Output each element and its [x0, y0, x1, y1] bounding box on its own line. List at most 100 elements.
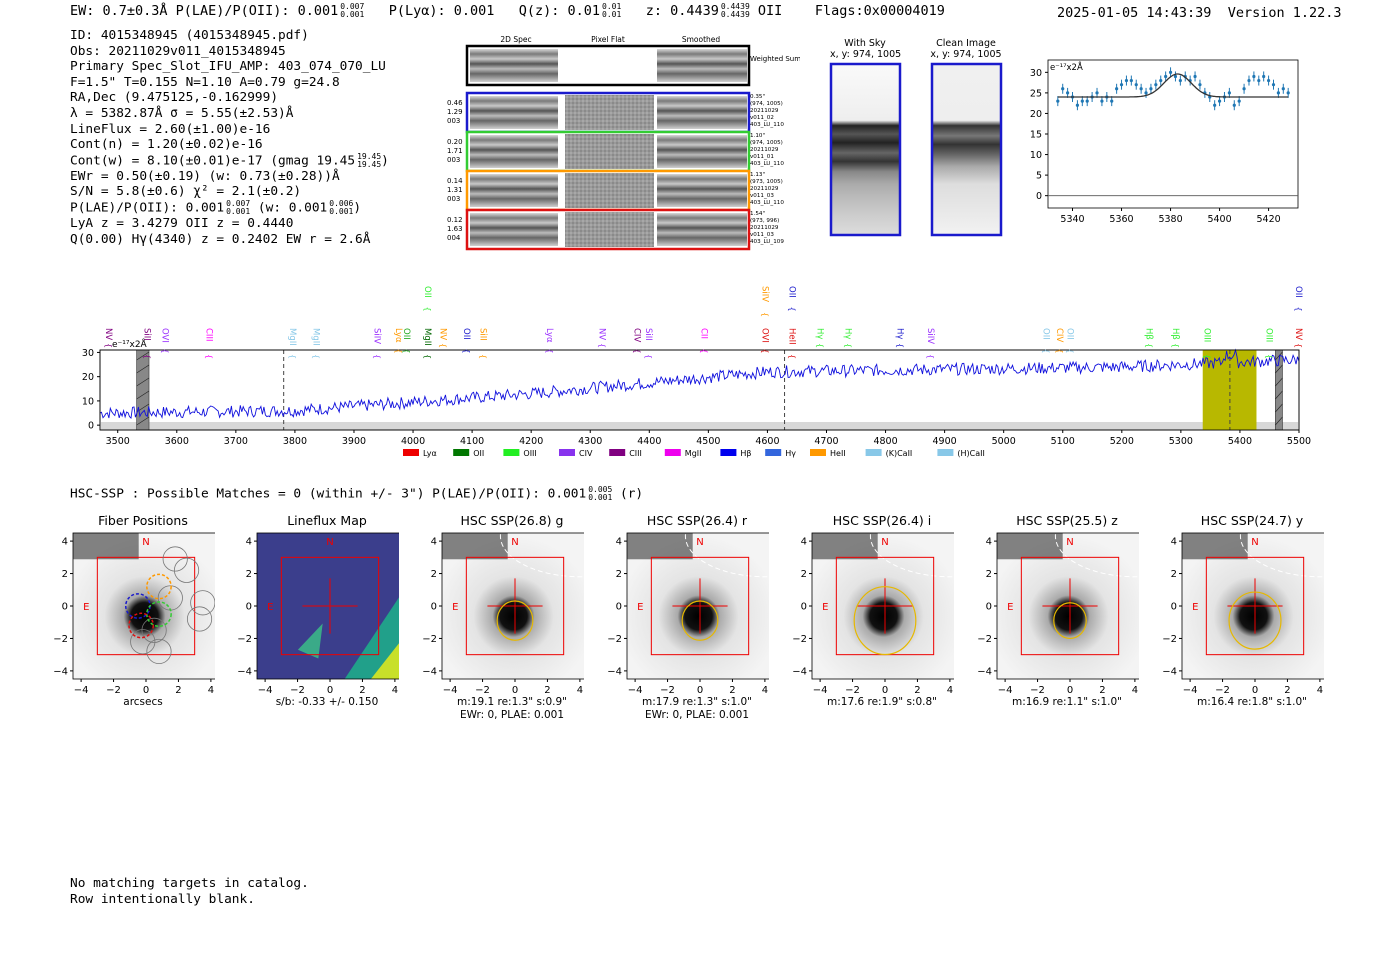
spectral-cutouts: 2D Spec Pixel Flat Smoothed Weighted Sum…	[447, 35, 800, 251]
zoom-data-point	[1262, 74, 1266, 79]
timestamp-version: 2025-01-05 14:43:39 Version 1.22.3	[1057, 5, 1342, 21]
spectrum-x-tick-label: 4000	[401, 436, 425, 447]
zoom-y-tick-label: 5	[1036, 171, 1042, 182]
east-label: E	[83, 602, 89, 613]
spectrum-line-brace: {	[1203, 354, 1212, 359]
spectrum-line-label: CIII	[203, 328, 213, 341]
zoom-data-point	[1164, 74, 1168, 79]
legend-swatch	[720, 449, 737, 456]
cutout-left-label: 003	[447, 156, 460, 164]
cutout-left-label: 0.20	[447, 138, 463, 146]
east-label: E	[267, 602, 273, 613]
hsc-y-tick-label: −2	[977, 634, 992, 645]
lineflux-map-peak	[370, 643, 399, 679]
hsc-y-tick-label: −2	[53, 634, 68, 645]
spectrum-line-label: MgII	[422, 328, 432, 346]
east-label: E	[637, 602, 643, 613]
hsc-caption-line: EWr: 0, PLAE: 0.001	[644, 708, 750, 721]
z-text: z: 0.4439	[645, 3, 719, 19]
spectrum-x-tick-label: 5500	[1287, 436, 1311, 447]
spectrum-line-label: MgII	[310, 328, 320, 346]
legend-swatch	[810, 449, 826, 456]
hsc-search-box	[465, 556, 565, 656]
spectrum-line-brace: {	[311, 354, 320, 359]
cutout-right-label: 1.13"	[750, 172, 765, 178]
spectrum-line-brace: {	[1294, 343, 1303, 348]
hsc-neighbor-ellipse	[684, 530, 769, 578]
hsc-x-tick-label: 2	[544, 685, 550, 696]
fiber-circle	[173, 557, 200, 583]
spectrum-line-brace: {	[787, 307, 796, 312]
zoom-data-point	[1193, 74, 1197, 79]
zoom-data-point	[1168, 70, 1173, 74]
legend-swatch	[453, 449, 470, 456]
hsc-search-box	[650, 556, 750, 656]
spectrum-line-label: OII	[1293, 286, 1303, 298]
spectrum-x-tick-label: 4700	[814, 436, 838, 447]
hsc-x-tick-label: 2	[1284, 685, 1290, 696]
hsc-y-tick-label: 4	[1171, 537, 1177, 548]
hsc-y-tick-label: −2	[607, 634, 622, 645]
spectrum-line-brace: {	[816, 343, 825, 348]
zoom-data-point	[1095, 91, 1099, 95]
zoom-data-point	[1178, 78, 1182, 83]
zoom-y-tick-label: 15	[1030, 130, 1042, 141]
hsc-aperture	[681, 600, 719, 641]
hsc-panel-image: N E −4 −4 −2 −2 0 0 2 2 4 4	[53, 532, 215, 696]
hsc-y-tick-label: 2	[986, 569, 992, 580]
spectrum-highlight-band	[1202, 350, 1257, 430]
spectrum-line-label: SiIV	[372, 328, 382, 344]
spectrum-line-brace: {	[423, 307, 432, 312]
hsc-y-tick-label: −4	[792, 666, 807, 677]
spectrum-line-label: SiII	[643, 328, 653, 341]
weighted-sum-label: Weighted Sum	[750, 55, 800, 63]
cutout-left-label: 0.46	[447, 99, 463, 107]
cutout-pixel-flat	[565, 212, 654, 247]
spectrum-hatch	[136, 351, 150, 361]
info-contn: Cont(n) = 1.20(±0.02)e-16	[70, 137, 263, 153]
north-label: N	[696, 537, 703, 548]
hsc-x-tick-label: 4	[762, 685, 768, 696]
hsc-x-tick-label: 0	[143, 685, 149, 696]
hsc-x-tick-label: 4	[1317, 685, 1323, 696]
spectrum-line-label: OII	[1040, 328, 1050, 340]
cutout-right-label: (973, 1005)	[750, 179, 783, 185]
hsc-panel-title: Fiber Positions	[98, 513, 188, 528]
spectrum-x-tick-label: 3700	[224, 436, 248, 447]
spectrum-hatch	[1275, 390, 1283, 400]
zoom-x-tick-label: 5420	[1256, 214, 1280, 225]
hsc-x-tick-label: 4	[577, 685, 583, 696]
catalog-note-line1: No matching targets in catalog.	[70, 876, 309, 891]
zoom-data-point	[1276, 91, 1280, 95]
hsc-y-tick-label: 4	[431, 537, 437, 548]
legend-label: (H)CaII	[957, 449, 984, 458]
zoom-data-point	[1213, 103, 1217, 107]
east-label: E	[1192, 602, 1198, 613]
cutout-left-label: 003	[447, 117, 460, 125]
hsc-y-tick-label: 0	[986, 602, 992, 613]
spectrum-line-label: Hβ	[1144, 328, 1154, 340]
zoom-data-point	[1075, 103, 1080, 107]
hsc-caption-line: m:17.9 re:1.3" s:1.0"	[642, 696, 752, 708]
hsc-x-tick-label: −2	[106, 685, 121, 696]
hsc-y-tick-label: 0	[431, 602, 437, 613]
east-label: E	[452, 602, 458, 613]
flags-text: Flags:0x00004019	[814, 3, 945, 19]
spectrum-line-label: CIV	[1054, 328, 1064, 342]
lineflux-map-blob	[297, 623, 323, 659]
info-lambda: λ = 5382.87Å σ = 5.55(±2.53)Å	[70, 105, 294, 121]
zoom-data-point	[1154, 83, 1158, 87]
fiber-circle	[130, 629, 156, 655]
info-radec: RA,Dec (9.475125,-0.162999)	[70, 90, 279, 106]
legend-label: (K)CaII	[886, 449, 913, 458]
info-sn: S/N = 5.8(±0.6) χ² = 2.1(±0.2)	[70, 184, 302, 200]
cutout-pixel-flat	[565, 95, 654, 130]
legend-label: Lyα	[423, 449, 437, 458]
spectrum-x-tick-label: 5000	[992, 436, 1016, 447]
zoom-data-point	[1149, 87, 1153, 91]
clean-image	[930, 62, 1003, 237]
cutout-smoothed	[657, 174, 747, 207]
zoom-data-point	[1286, 91, 1290, 95]
legend-label: Hγ	[785, 449, 796, 458]
hsc-y-tick-label: −2	[422, 634, 437, 645]
